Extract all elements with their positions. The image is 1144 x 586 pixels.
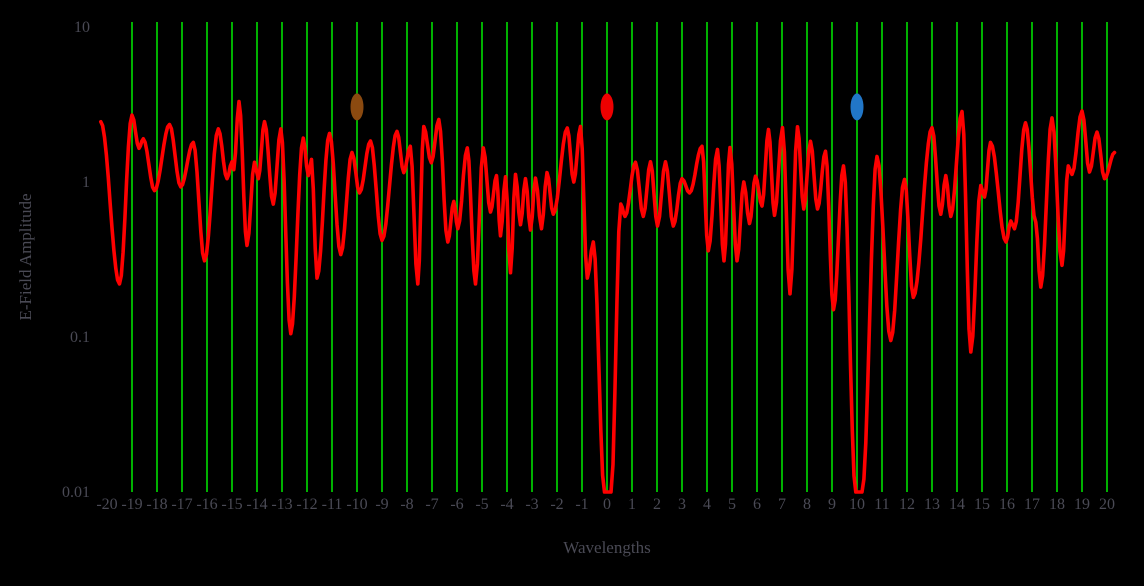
x-tick-label: 13 [924, 496, 940, 513]
blue-marker [850, 93, 864, 121]
x-tick-label: -3 [525, 496, 538, 513]
x-tick-label: 20 [1099, 496, 1115, 513]
x-tick-label: -16 [196, 496, 217, 513]
x-tick-label: -9 [375, 496, 388, 513]
x-tick-label: -14 [246, 496, 267, 513]
x-tick-label: 9 [828, 496, 836, 513]
x-tick-label: -17 [171, 496, 192, 513]
x-tick-label: -4 [500, 496, 513, 513]
efield-curve [99, 99, 1117, 494]
x-tick-label: -13 [271, 496, 292, 513]
x-tick-label: 5 [728, 496, 736, 513]
y-tick-label: 10 [74, 19, 90, 36]
red-marker [600, 93, 614, 121]
x-tick-label: 3 [678, 496, 686, 513]
x-tick-label: -20 [96, 496, 117, 513]
x-tick-label: 6 [753, 496, 761, 513]
x-tick-label: -19 [121, 496, 142, 513]
x-tick-label: -6 [450, 496, 463, 513]
x-tick-label: 12 [899, 496, 915, 513]
x-tick-label: 14 [949, 496, 965, 513]
x-tick-label: -8 [400, 496, 413, 513]
x-tick-label: 16 [999, 496, 1015, 513]
x-tick-label: 17 [1024, 496, 1040, 513]
x-tick-label: -5 [475, 496, 488, 513]
x-tick-label: 11 [874, 496, 889, 513]
x-tick-label: 8 [803, 496, 811, 513]
x-tick-label: 18 [1049, 496, 1065, 513]
x-tick-label: 7 [778, 496, 786, 513]
x-tick-label: -11 [322, 496, 343, 513]
x-tick-label: -7 [425, 496, 438, 513]
brown-marker [350, 93, 364, 121]
y-tick-label: 0.1 [70, 329, 90, 346]
y-tick-label: 0.01 [62, 484, 90, 501]
x-tick-label: -15 [221, 496, 242, 513]
x-tick-label: 2 [653, 496, 661, 513]
x-tick-label: 1 [628, 496, 636, 513]
x-tick-label: -10 [346, 496, 367, 513]
y-axis-title: E-Field Amplitude [16, 193, 35, 321]
x-tick-label: 15 [974, 496, 990, 513]
x-tick-label: 4 [703, 496, 711, 513]
x-tick-label: 10 [849, 496, 865, 513]
x-tick-label: -18 [146, 496, 167, 513]
x-tick-label: -12 [296, 496, 317, 513]
x-tick-label: 0 [603, 496, 611, 513]
x-axis-title: Wavelengths [563, 538, 651, 557]
x-tick-label: 19 [1074, 496, 1090, 513]
y-tick-label: 1 [82, 174, 90, 191]
x-tick-label: -2 [550, 496, 563, 513]
x-tick-label: -1 [575, 496, 588, 513]
